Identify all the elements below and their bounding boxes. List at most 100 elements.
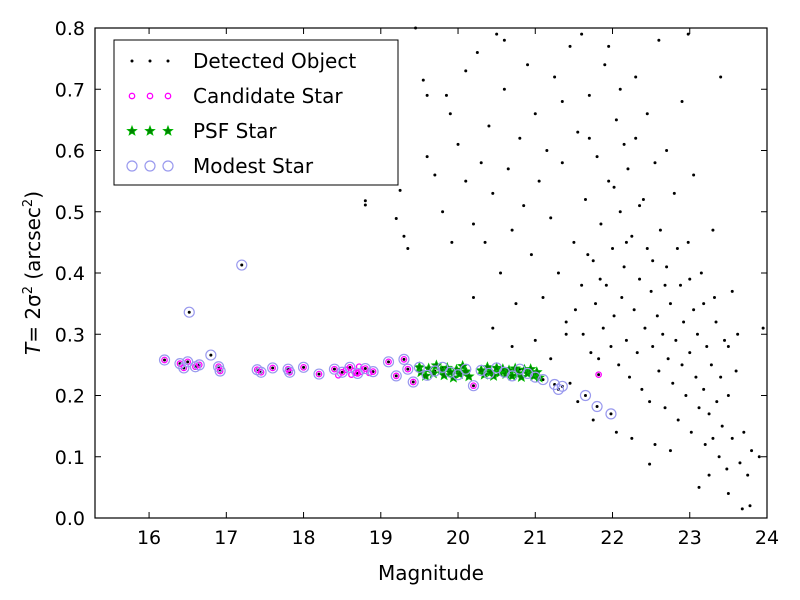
legend: Detected Object Candidate Star PSF Star … (113, 39, 399, 186)
detected-object-point (609, 345, 613, 348)
detected-object-point (340, 370, 344, 374)
detected-object-point (471, 222, 475, 226)
detected-object-point (648, 400, 652, 404)
detected-object-point (406, 247, 410, 250)
detected-object-point (425, 93, 429, 97)
candidate-star-point (470, 382, 477, 390)
detected-object-point (686, 240, 690, 244)
y-axis-title-lhs: T (21, 341, 45, 355)
modest-star-point (402, 363, 414, 375)
detected-object-point (618, 210, 622, 214)
y-tick-label: 0.2 (55, 386, 85, 408)
detected-object-point (491, 191, 495, 195)
detected-object-point (717, 455, 721, 459)
modest-star-point (537, 373, 549, 386)
detected-object-point (560, 100, 564, 103)
candidate-star-point (331, 365, 338, 373)
detected-object-point (163, 358, 167, 362)
detected-object-point (332, 367, 336, 371)
modest-star-point (413, 361, 426, 373)
x-tick-label: 22 (600, 527, 624, 549)
detected-object-point (421, 78, 425, 82)
detected-object-point (607, 179, 611, 183)
modest-star-point (444, 366, 456, 378)
detected-object-point (576, 400, 580, 404)
x-tick-label: 24 (755, 527, 779, 549)
y-tick-label: 0.6 (55, 141, 85, 163)
detected-object-point (394, 374, 398, 378)
detected-object-point (595, 405, 599, 409)
modest-star-point (182, 356, 194, 368)
detected-object-point (603, 63, 607, 67)
y-tick-label: 0.8 (55, 18, 85, 40)
detected-object-point (635, 351, 639, 355)
detected-object-point (580, 32, 584, 36)
detected-object-point (411, 380, 415, 384)
detected-object-point (723, 338, 727, 342)
modest-star-point (506, 370, 518, 382)
detected-object-point (518, 136, 522, 140)
detected-object-point (634, 75, 638, 79)
modest-star-series (158, 259, 617, 420)
detected-object-point (699, 271, 703, 275)
detected-object-point (587, 93, 591, 97)
modest-star-point (436, 361, 449, 373)
detected-object-point (726, 492, 730, 495)
detected-object-point (705, 345, 709, 348)
detected-object-point (750, 449, 754, 453)
detected-object-point (614, 118, 618, 122)
detected-object-point (707, 412, 711, 416)
detected-object-point (533, 338, 537, 342)
candidate-star-point (195, 361, 203, 369)
detected-object-point (630, 234, 634, 238)
x-tick-label: 19 (369, 527, 393, 549)
detected-object-point (564, 332, 568, 336)
detected-object-point (697, 406, 701, 410)
modest-star-point (359, 362, 371, 375)
detected-object-point (740, 507, 744, 511)
psf-star-point (490, 361, 503, 373)
candidate-star-series (161, 356, 602, 390)
legend-label-candidate: Candidate Star (193, 84, 343, 108)
detected-object-point (541, 296, 545, 299)
psf-star-point (453, 367, 466, 379)
legend-marker-candidate (146, 92, 154, 100)
legend-marker-modest (162, 160, 174, 172)
detected-object-point (665, 265, 669, 269)
psf-star-point (524, 363, 537, 375)
modest-star-point (452, 369, 464, 381)
y-tick-label: 0.3 (55, 324, 85, 346)
psf-star-point (430, 359, 443, 371)
detected-object-point (586, 253, 590, 257)
detected-object-point (678, 283, 682, 287)
detected-object-point (720, 424, 724, 428)
detected-object-point (640, 387, 644, 391)
detected-object-point (597, 373, 601, 377)
modest-star-point (267, 362, 279, 374)
modest-star-point (556, 380, 568, 392)
detected-object-point (624, 338, 628, 342)
detected-object-point (725, 467, 729, 471)
detected-object-point (387, 360, 391, 364)
detected-object-point (712, 296, 716, 299)
detected-object-point (317, 372, 321, 376)
detected-object-point (702, 387, 706, 391)
detected-object-point (624, 240, 628, 244)
detected-object-point (645, 112, 649, 116)
detected-object-point (620, 296, 624, 299)
candidate-star-point (269, 364, 277, 372)
legend-marker-candidate (128, 92, 136, 100)
detected-object-point (651, 259, 655, 263)
modest-star-point (313, 368, 325, 380)
detected-object-point (611, 247, 615, 250)
modest-star-point (193, 359, 205, 371)
detected-object-point (736, 332, 740, 336)
y-axis-title: T= 2σ2 (arcsec2) (21, 191, 45, 355)
detected-object-point (510, 228, 514, 232)
detected-object-point (641, 198, 645, 201)
detected-object-point (682, 320, 686, 324)
detected-object-point (302, 365, 306, 369)
detected-object-point (573, 308, 577, 312)
modest-star-point (467, 380, 480, 392)
detected-object-point (748, 504, 752, 508)
